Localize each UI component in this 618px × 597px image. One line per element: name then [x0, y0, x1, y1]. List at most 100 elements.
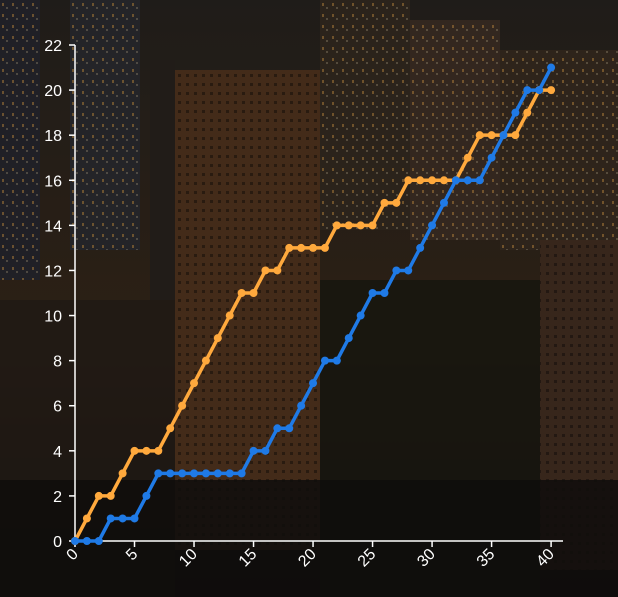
data-point[interactable]: [356, 311, 365, 320]
data-point[interactable]: [273, 266, 282, 275]
data-point[interactable]: [261, 266, 270, 275]
data-point[interactable]: [94, 491, 103, 500]
data-point[interactable]: [451, 176, 460, 185]
data-point[interactable]: [416, 243, 425, 252]
x-tick-label: 25: [355, 546, 380, 571]
data-point[interactable]: [309, 379, 318, 388]
x-tick-label: 20: [295, 546, 320, 571]
y-tick-label: 16: [44, 173, 62, 190]
data-point[interactable]: [392, 198, 401, 207]
data-point[interactable]: [285, 243, 294, 252]
data-point[interactable]: [297, 243, 306, 252]
y-tick-label: 14: [44, 218, 62, 235]
data-point[interactable]: [368, 221, 377, 230]
data-point[interactable]: [547, 86, 556, 95]
y-tick-label: 10: [44, 309, 62, 326]
data-point[interactable]: [178, 469, 187, 478]
y-tick-label: 4: [53, 444, 62, 461]
series-line: [73, 88, 553, 543]
data-point[interactable]: [249, 289, 258, 297]
data-point[interactable]: [344, 334, 353, 343]
data-point[interactable]: [487, 131, 496, 140]
data-point[interactable]: [237, 289, 246, 297]
data-point[interactable]: [213, 469, 222, 478]
data-point[interactable]: [190, 379, 199, 388]
data-point[interactable]: [439, 198, 448, 207]
data-point[interactable]: [82, 514, 91, 523]
data-point[interactable]: [82, 537, 91, 545]
data-point[interactable]: [273, 424, 282, 433]
data-point[interactable]: [535, 86, 544, 95]
data-point[interactable]: [475, 131, 484, 140]
data-point[interactable]: [166, 469, 175, 478]
data-point[interactable]: [356, 221, 365, 230]
x-tick-label: 15: [236, 546, 261, 571]
data-point[interactable]: [344, 221, 353, 230]
y-tick-label: 0: [53, 534, 62, 551]
data-point[interactable]: [332, 356, 341, 365]
data-point[interactable]: [439, 176, 448, 185]
data-point[interactable]: [332, 221, 341, 230]
x-tick-label: 0: [64, 546, 82, 564]
x-tick-label: 30: [414, 546, 439, 571]
x-tick-label: 10: [176, 546, 201, 571]
data-point[interactable]: [166, 424, 175, 433]
data-point[interactable]: [297, 401, 306, 410]
x-axis: 0 5 10 15 20 25 30 35 40: [64, 540, 563, 571]
data-point[interactable]: [154, 446, 163, 455]
data-point[interactable]: [249, 446, 258, 455]
data-point[interactable]: [261, 446, 270, 455]
data-point[interactable]: [213, 334, 222, 343]
data-point[interactable]: [190, 469, 199, 478]
data-point[interactable]: [130, 514, 139, 523]
data-point[interactable]: [225, 469, 234, 478]
data-point[interactable]: [416, 176, 425, 185]
series-0: [71, 86, 556, 545]
series-1: [71, 63, 556, 545]
data-point[interactable]: [225, 311, 234, 320]
data-point[interactable]: [380, 198, 389, 207]
data-point[interactable]: [118, 514, 127, 523]
data-point[interactable]: [309, 243, 318, 252]
data-point[interactable]: [475, 176, 484, 185]
data-point[interactable]: [511, 108, 520, 117]
data-point[interactable]: [142, 491, 151, 500]
data-point[interactable]: [320, 356, 329, 365]
data-point[interactable]: [380, 289, 389, 297]
data-point[interactable]: [320, 243, 329, 252]
data-point[interactable]: [547, 63, 556, 72]
data-point[interactable]: [428, 221, 437, 230]
data-point[interactable]: [178, 401, 187, 410]
data-point[interactable]: [428, 176, 437, 185]
y-tick-label: 20: [44, 83, 62, 100]
data-point[interactable]: [285, 424, 294, 433]
data-point[interactable]: [201, 469, 210, 478]
data-point[interactable]: [368, 289, 377, 297]
data-point[interactable]: [463, 176, 472, 185]
data-point[interactable]: [130, 446, 139, 455]
data-point[interactable]: [511, 131, 520, 140]
data-point[interactable]: [487, 153, 496, 162]
x-tick-label: 5: [123, 546, 141, 564]
x-tick-label: 40: [533, 546, 558, 571]
data-point[interactable]: [392, 266, 401, 275]
data-point[interactable]: [499, 131, 508, 140]
data-point[interactable]: [106, 514, 115, 523]
data-point[interactable]: [71, 537, 79, 545]
data-point[interactable]: [463, 153, 472, 162]
data-point[interactable]: [154, 469, 163, 478]
data-point[interactable]: [106, 491, 115, 500]
data-point[interactable]: [142, 446, 151, 455]
data-point[interactable]: [404, 266, 413, 275]
data-point[interactable]: [404, 176, 413, 185]
series-layer: [71, 63, 556, 545]
y-tick-label: 18: [44, 128, 62, 145]
data-point[interactable]: [94, 537, 103, 545]
y-tick-label: 12: [44, 263, 62, 280]
y-tick-label: 2: [53, 489, 62, 506]
data-point[interactable]: [118, 469, 127, 478]
data-point[interactable]: [523, 108, 532, 117]
data-point[interactable]: [237, 469, 246, 478]
data-point[interactable]: [523, 86, 532, 95]
data-point[interactable]: [201, 356, 210, 365]
